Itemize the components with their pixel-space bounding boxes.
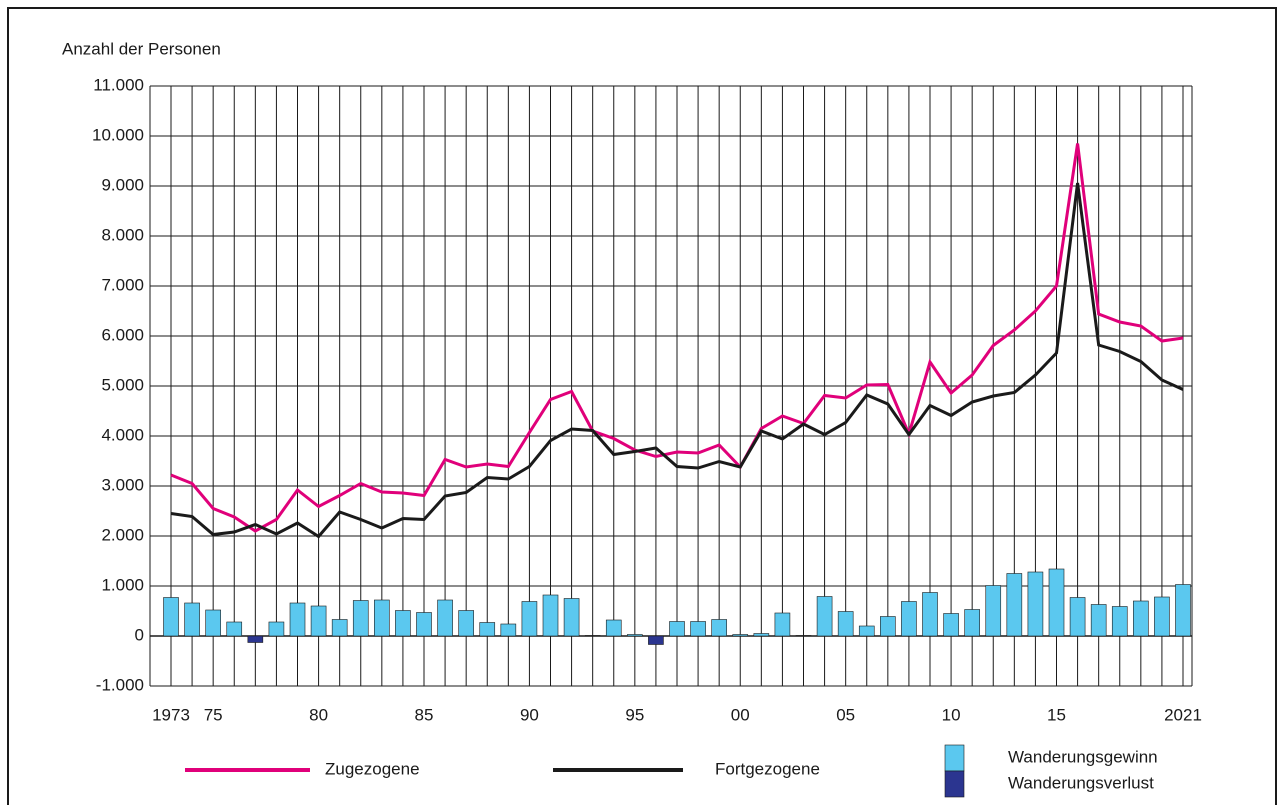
legend-swatch bbox=[944, 744, 965, 772]
x-tick-label: 15 bbox=[1047, 705, 1066, 724]
x-tick-label: 1973 bbox=[152, 705, 190, 724]
x-tick-label: 75 bbox=[204, 705, 223, 724]
bar bbox=[184, 602, 200, 637]
bar bbox=[901, 601, 917, 637]
bar bbox=[458, 610, 474, 637]
bar bbox=[774, 612, 791, 637]
bar bbox=[1154, 596, 1170, 637]
line bbox=[170, 182, 1184, 539]
y-tick-label: 3.000 bbox=[101, 475, 144, 494]
y-tick-label: 5.000 bbox=[101, 375, 144, 394]
bar bbox=[1027, 571, 1044, 637]
bar bbox=[1090, 604, 1107, 637]
line bbox=[170, 143, 1184, 533]
x-tick-label: 90 bbox=[520, 705, 539, 724]
y-tick-label: 2.000 bbox=[101, 525, 144, 544]
x-tick-label: 95 bbox=[625, 705, 644, 724]
bar bbox=[816, 596, 833, 637]
bar bbox=[416, 612, 432, 637]
bar bbox=[1175, 584, 1191, 637]
y-tick-label: 9.000 bbox=[101, 175, 144, 194]
legend-label: Wanderungsverlust bbox=[1008, 773, 1154, 792]
bar bbox=[690, 621, 706, 637]
x-tick-label: 85 bbox=[415, 705, 434, 724]
bar bbox=[247, 635, 264, 643]
frame bbox=[7, 7, 1277, 805]
y-tick-label: 6.000 bbox=[101, 325, 144, 344]
bar bbox=[521, 601, 538, 637]
x-tick-label: 00 bbox=[731, 705, 750, 724]
y-tick-label: 1.000 bbox=[101, 575, 144, 594]
x-tick-label: 80 bbox=[309, 705, 328, 724]
bar bbox=[395, 610, 411, 637]
x-tick-label: 2021 bbox=[1164, 705, 1202, 724]
bar bbox=[985, 585, 1002, 637]
y-axis-label: Anzahl der Personen bbox=[62, 39, 221, 58]
y-tick-label: 10.000 bbox=[92, 125, 144, 144]
bar bbox=[922, 592, 938, 637]
bar bbox=[964, 609, 980, 637]
bar bbox=[943, 613, 959, 637]
bar bbox=[1006, 573, 1023, 637]
bar bbox=[1048, 568, 1065, 637]
bar bbox=[163, 597, 179, 637]
bar bbox=[858, 625, 875, 637]
bar bbox=[1133, 600, 1149, 637]
y-tick-label: 8.000 bbox=[101, 225, 144, 244]
bar bbox=[648, 635, 664, 645]
bar bbox=[584, 635, 601, 637]
legend-label: Zugezogene bbox=[325, 759, 420, 778]
bar bbox=[289, 602, 306, 637]
bar bbox=[500, 623, 517, 637]
bar bbox=[374, 599, 390, 637]
bar bbox=[226, 621, 243, 637]
bar bbox=[479, 622, 496, 637]
bar bbox=[437, 599, 453, 637]
bar bbox=[605, 619, 622, 637]
x-tick-label: 05 bbox=[836, 705, 855, 724]
y-tick-label: 4.000 bbox=[101, 425, 144, 444]
bar bbox=[268, 621, 285, 637]
bar bbox=[205, 609, 221, 637]
legend-label: Wanderungsgewinn bbox=[1008, 747, 1158, 766]
bar bbox=[795, 635, 812, 637]
bar bbox=[880, 616, 896, 637]
bar bbox=[1069, 597, 1086, 637]
legend-label: Fortgezogene bbox=[715, 759, 820, 778]
y-tick-label: 7.000 bbox=[101, 275, 144, 294]
bar bbox=[627, 634, 643, 637]
bar bbox=[753, 633, 770, 637]
bar bbox=[331, 619, 348, 637]
legend-swatch bbox=[944, 770, 965, 798]
bar bbox=[352, 600, 369, 637]
bar bbox=[310, 605, 327, 637]
y-tick-label: 11.000 bbox=[93, 75, 144, 94]
bar bbox=[563, 598, 580, 637]
bar bbox=[711, 619, 727, 637]
bar bbox=[732, 634, 749, 637]
bar bbox=[542, 594, 559, 637]
bar bbox=[669, 621, 685, 637]
bar bbox=[837, 611, 854, 637]
y-tick-label: -1.000 bbox=[96, 675, 144, 694]
x-tick-label: 10 bbox=[942, 705, 961, 724]
y-tick-label: 0 bbox=[135, 625, 144, 644]
bar bbox=[1111, 606, 1128, 637]
